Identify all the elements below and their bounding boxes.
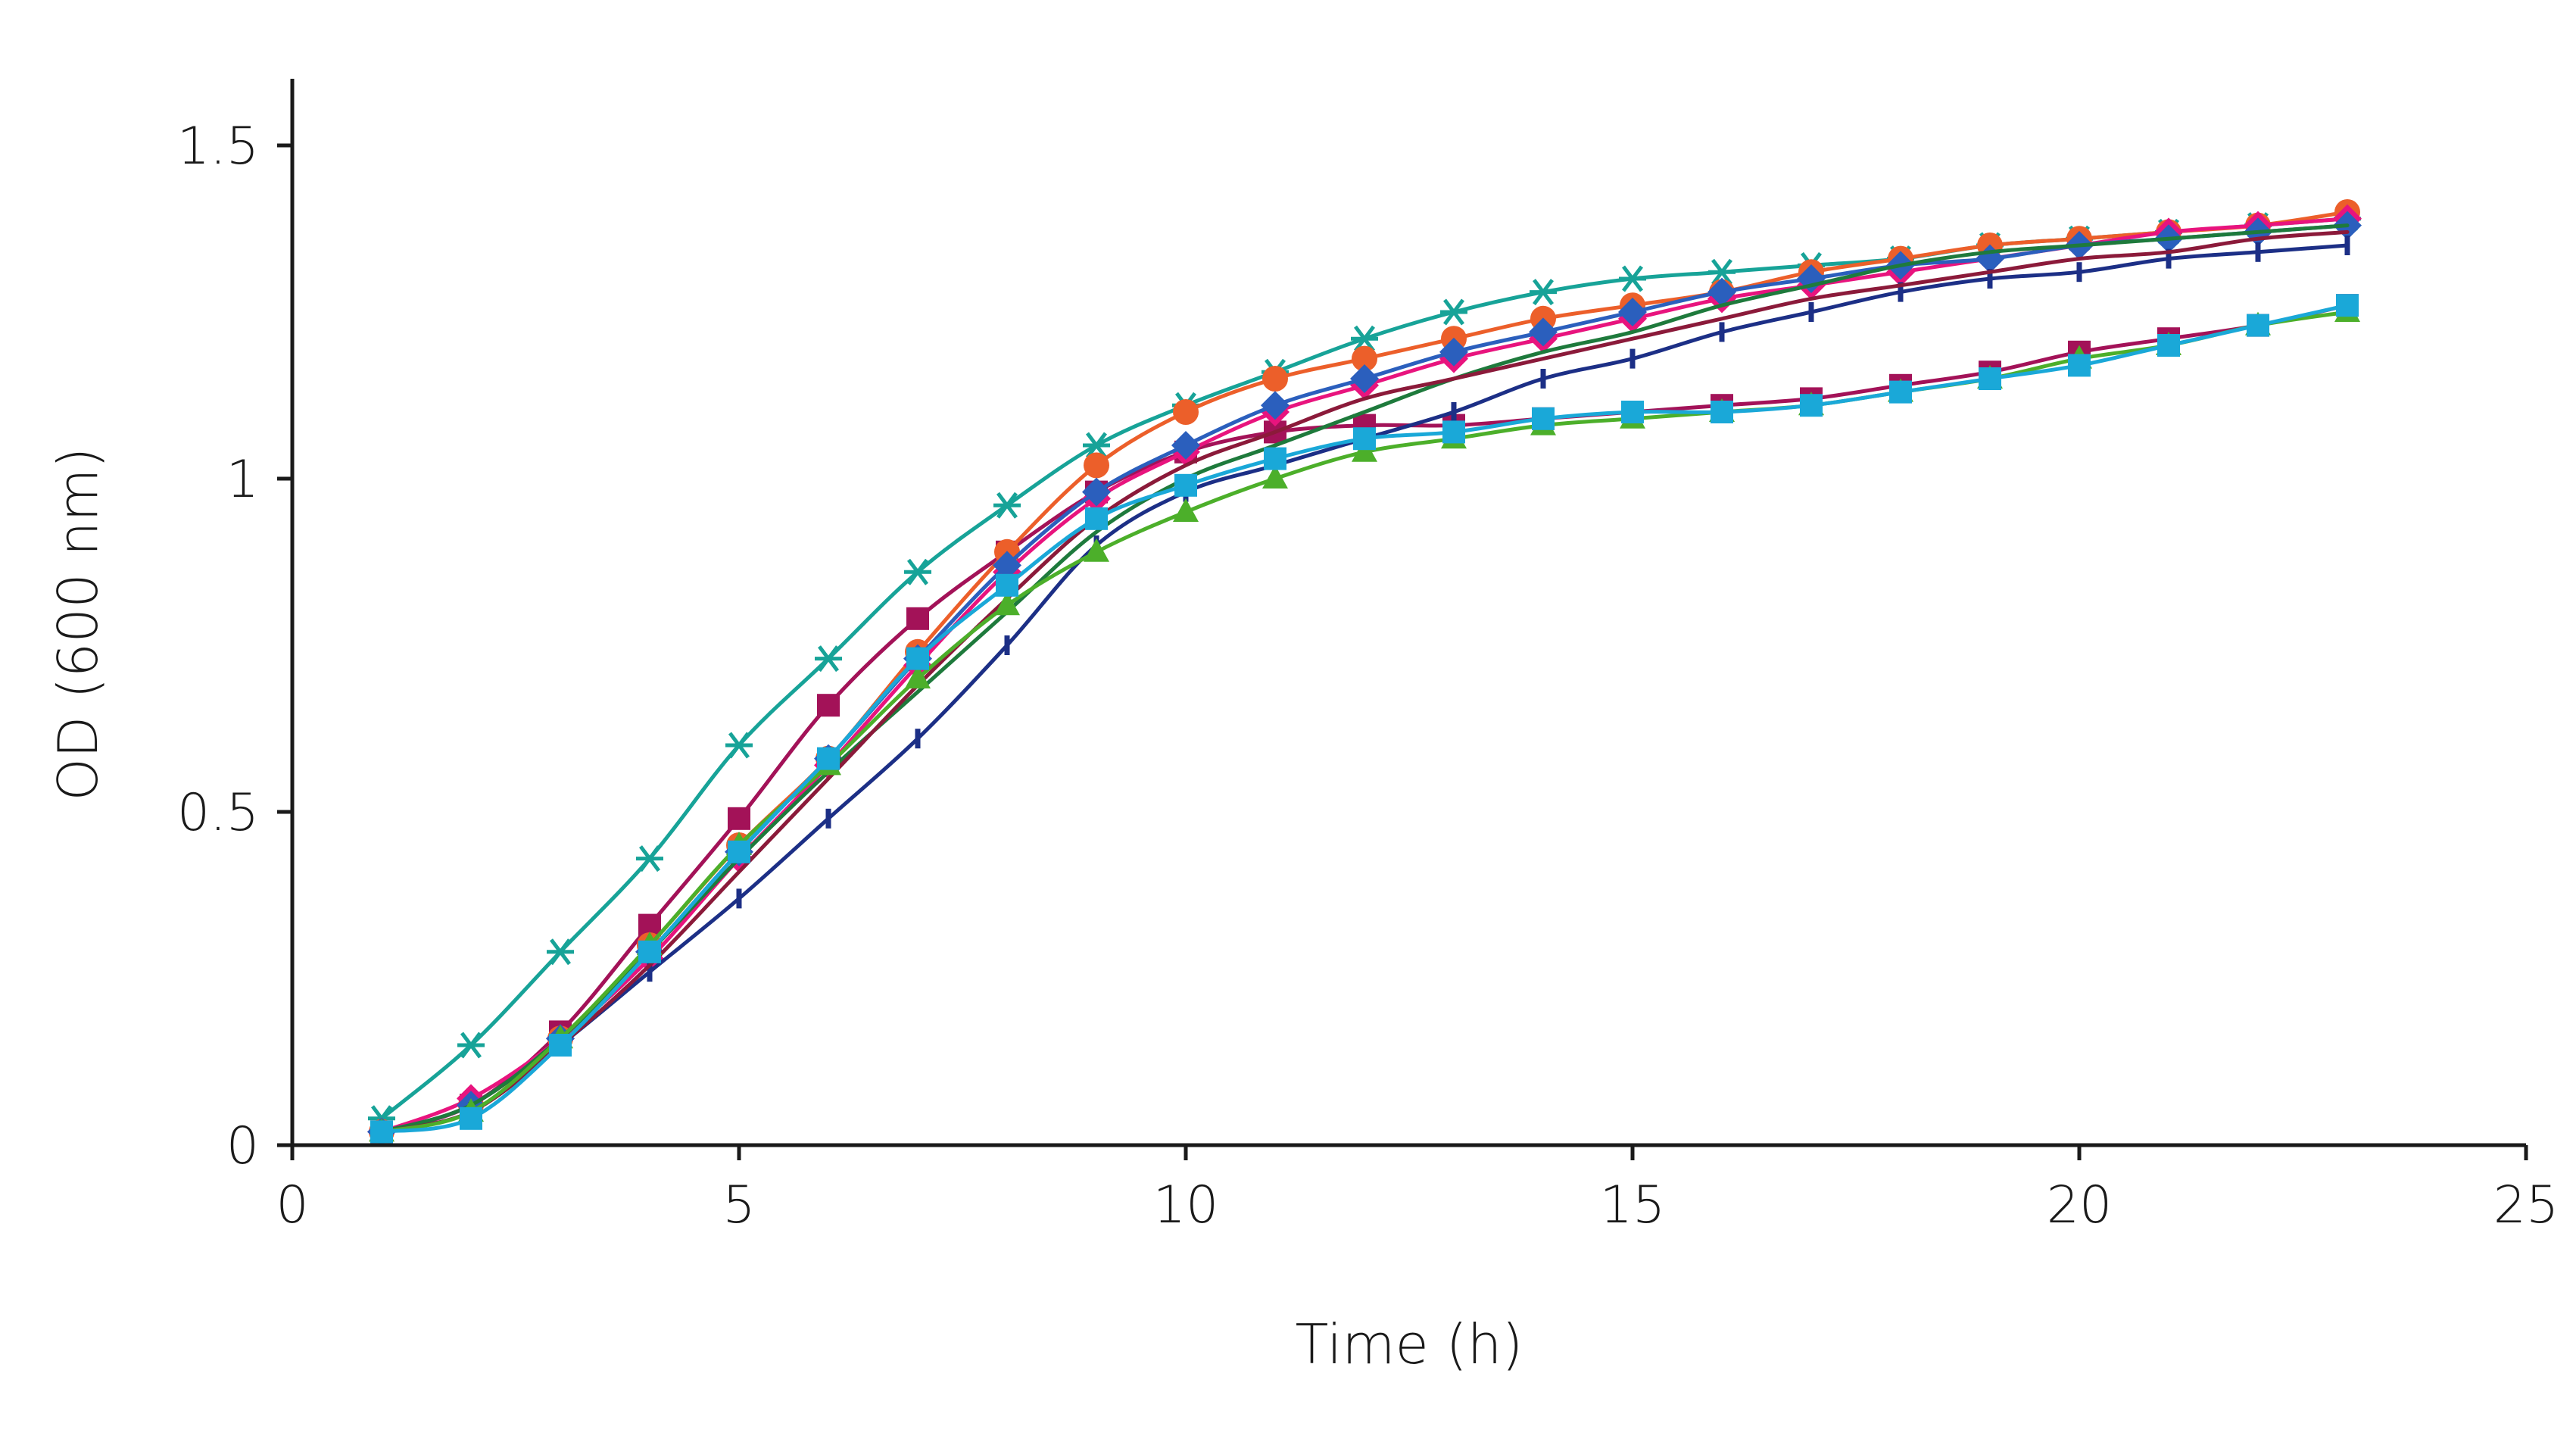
- data-point: [1352, 345, 1377, 372]
- data-point: [1351, 325, 1378, 352]
- data-point: [549, 1034, 572, 1057]
- data-point: [1084, 538, 1109, 562]
- data-point: [1800, 394, 1823, 417]
- data-point: [1173, 399, 1199, 425]
- data-point: [1261, 391, 1290, 420]
- data-point: [1262, 465, 1288, 489]
- data-point: [1442, 420, 1465, 444]
- data-point: [1621, 401, 1644, 423]
- data-point: [817, 694, 840, 717]
- data-point: [457, 1032, 485, 1059]
- data-point: [1979, 367, 2001, 390]
- data-point: [1084, 452, 1109, 479]
- data-point: [1264, 447, 1286, 470]
- data-point: [1532, 407, 1555, 430]
- data-point: [1530, 279, 1557, 306]
- data-point: [725, 732, 753, 759]
- data-point: [1708, 258, 1736, 286]
- series-line: [379, 223, 2350, 1134]
- data-point: [1618, 298, 1647, 326]
- data-point: [994, 592, 1020, 616]
- data-point: [1619, 265, 1646, 292]
- y-tick-label: 1.5: [177, 117, 259, 176]
- series-4: [367, 204, 2362, 1147]
- data-point: [904, 558, 931, 585]
- data-point: [2336, 294, 2359, 317]
- data-point: [1529, 317, 1558, 347]
- series-10: [370, 294, 2359, 1144]
- data-point: [817, 747, 840, 770]
- data-point: [1171, 431, 1200, 460]
- x-tick-label: 25: [2493, 1175, 2559, 1235]
- data-point: [906, 647, 929, 670]
- series-7: [379, 223, 2350, 1134]
- x-tick-label: 15: [1600, 1175, 1666, 1235]
- data-point: [1707, 277, 1736, 307]
- data-point: [728, 840, 750, 863]
- data-point: [815, 645, 842, 673]
- series-layer: [367, 199, 2362, 1147]
- y-tick-label: 0: [226, 1116, 259, 1176]
- series-1: [368, 205, 2361, 1132]
- data-point: [1173, 498, 1199, 522]
- y-tick-label: 0.5: [177, 783, 259, 843]
- data-point: [996, 573, 1018, 597]
- data-point: [993, 551, 1021, 580]
- data-point: [370, 1120, 393, 1144]
- data-point: [638, 940, 661, 963]
- x-axis-ticks: 0 5 10 15 20 25: [276, 1145, 2559, 1235]
- data-point: [460, 1107, 482, 1130]
- y-axis-title: OD (600 nm): [46, 447, 110, 801]
- data-point: [1711, 401, 1733, 423]
- data-point: [1440, 298, 1467, 326]
- data-point: [1353, 427, 1376, 451]
- data-point: [1889, 380, 1912, 404]
- y-tick-label: 1: [226, 450, 259, 510]
- axes-layer: 0 5 10 15 20 25 0 0.5 1 1.5: [177, 79, 2559, 1235]
- x-tick-label: 10: [1153, 1175, 1219, 1235]
- data-point: [728, 807, 750, 830]
- x-axis-title: Time (h): [1296, 1313, 1523, 1376]
- data-point: [993, 492, 1021, 519]
- data-point: [1350, 364, 1379, 393]
- data-point: [1439, 337, 1468, 367]
- data-point: [1352, 438, 1377, 462]
- series-2: [370, 294, 2359, 1144]
- data-point: [2157, 334, 2180, 357]
- y-axis-ticks: 0 0.5 1 1.5: [177, 117, 292, 1176]
- x-tick-label: 20: [2047, 1175, 2113, 1235]
- data-point: [1083, 432, 1110, 459]
- data-point: [1085, 507, 1108, 530]
- x-tick-label: 5: [722, 1175, 755, 1235]
- data-point: [2247, 314, 2269, 337]
- series-line: [379, 229, 2350, 1134]
- series-8: [379, 229, 2350, 1134]
- data-point: [1082, 477, 1111, 507]
- data-point: [2068, 354, 2091, 377]
- data-point: [1262, 366, 1288, 392]
- data-point: [1174, 473, 1197, 497]
- data-point: [547, 938, 574, 966]
- data-point: [906, 607, 929, 630]
- data-point: [636, 845, 663, 872]
- x-tick-label: 0: [276, 1175, 308, 1235]
- data-point: [905, 665, 931, 688]
